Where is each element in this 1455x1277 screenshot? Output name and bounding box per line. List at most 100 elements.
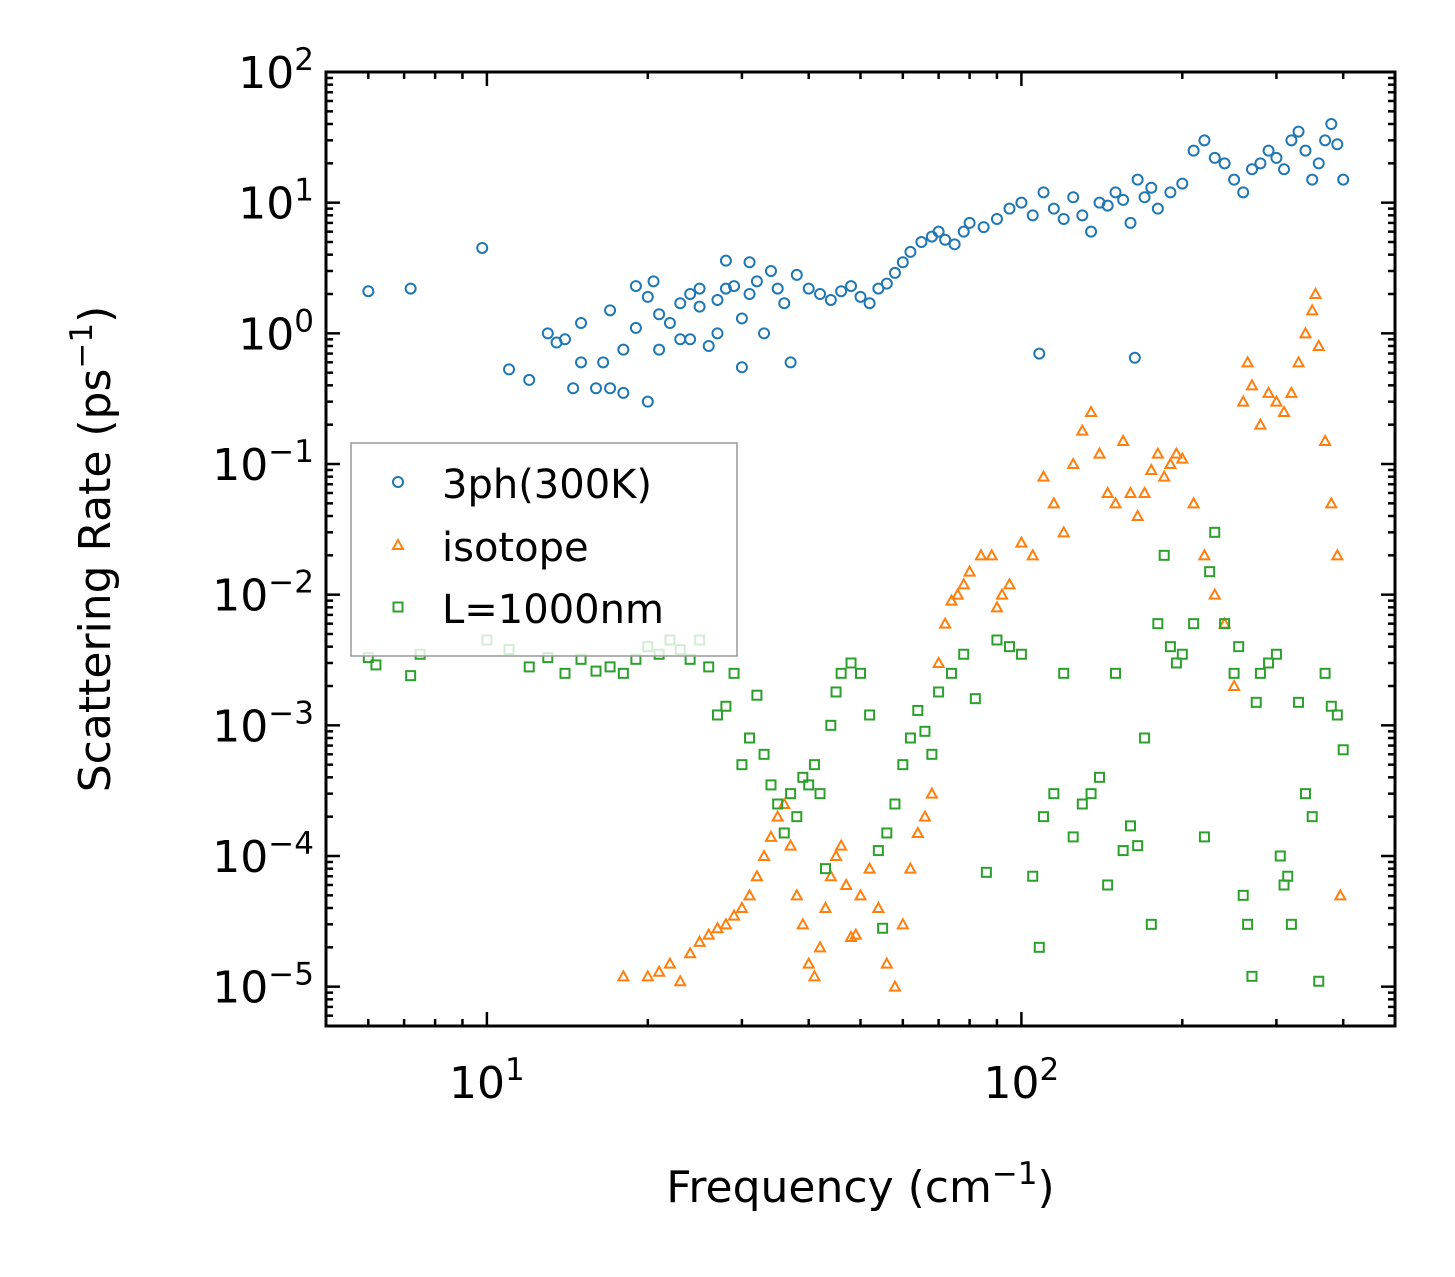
data-point [370,659,382,671]
data-point [503,363,516,376]
data-point [915,236,928,249]
data-point [575,356,588,369]
data-point [1094,771,1106,783]
data-point [785,788,797,800]
data-point [702,339,715,352]
data-point [790,268,803,281]
data-point [1108,496,1123,509]
data-point [1237,889,1249,901]
data-point [888,979,902,992]
data-point [1186,496,1201,509]
data-point [1293,696,1305,708]
legend-box [350,442,738,657]
legend-label-2: L=1000nm [442,587,664,633]
data-point [1066,456,1080,469]
data-point [1067,191,1080,204]
data-point [711,293,724,306]
data-point [559,333,572,346]
data-point [575,316,588,329]
data-point [1145,918,1157,930]
data-point [1245,378,1259,391]
data-point [735,361,748,374]
series-0 [362,117,1350,408]
data-point [674,333,687,346]
data-point [1319,134,1332,147]
data-point [1330,548,1345,561]
data-point [1132,840,1144,852]
data-point [778,297,791,310]
data-point [617,667,629,679]
legend-marker-0 [392,476,404,488]
data-point [541,327,554,340]
data-point [476,241,489,254]
data-point [871,900,886,913]
data-point [872,845,884,857]
data-point [1002,577,1017,590]
data-point [912,704,924,716]
data-point [735,900,749,913]
data-point [1240,355,1255,368]
data-point [1003,641,1015,653]
data-point [604,304,617,317]
data-point [864,709,876,721]
data-point [791,811,803,823]
data-point [1254,667,1266,679]
data-point [863,297,876,310]
data-point [1319,667,1331,679]
data-point [1236,394,1250,407]
data-point [1076,798,1088,810]
data-point [1138,191,1151,204]
data-point [604,661,616,673]
x-tick-label: 102 [984,1052,1060,1109]
data-point [1291,355,1306,368]
legend-marker-1 [391,537,405,550]
axes: 101 102 10−5 10−4 10−3 10−2 10−1 100 101 102 Frequ… [64,42,1397,1213]
data-point [1048,788,1060,800]
data-point [1325,117,1338,130]
data-point [693,300,706,313]
data-point [1208,151,1221,164]
data-point [933,686,945,698]
data-point [362,285,375,298]
data-point [1282,870,1294,882]
data-point [1102,879,1114,891]
data-point [744,732,756,744]
data-point [853,888,868,901]
data-point [683,946,697,959]
data-point [616,969,631,982]
data-point [990,600,1004,613]
data-point [1218,157,1231,170]
data-point [1292,125,1305,138]
data-point [1027,870,1039,882]
data-point [1285,134,1298,147]
data-point [918,809,932,822]
data-point [711,327,724,340]
data-point [1101,199,1114,212]
data-point [1164,186,1177,199]
data-point [684,287,697,300]
data-point [808,759,820,771]
data-point [995,587,1009,600]
data-point [849,927,863,940]
data-point [1157,469,1171,482]
data-point [736,759,748,771]
data-point [1237,186,1250,199]
data-point [844,929,858,942]
y-tick-label: 10−3 [212,695,314,752]
data-point [1151,202,1164,215]
data-point [772,798,784,810]
data-point [1261,385,1276,398]
data-point [567,382,580,395]
data-point [903,861,918,874]
data-point [663,316,676,329]
data-point [590,382,603,395]
data-point [663,956,677,969]
data-point [1253,417,1268,430]
y-tick-label: 10−2 [212,565,314,622]
y-tick-label: 101 [238,173,314,230]
data-point [1036,469,1051,482]
data-point [652,964,666,977]
data-point [559,667,571,679]
data-point [1209,526,1221,538]
data-point [1109,186,1122,199]
